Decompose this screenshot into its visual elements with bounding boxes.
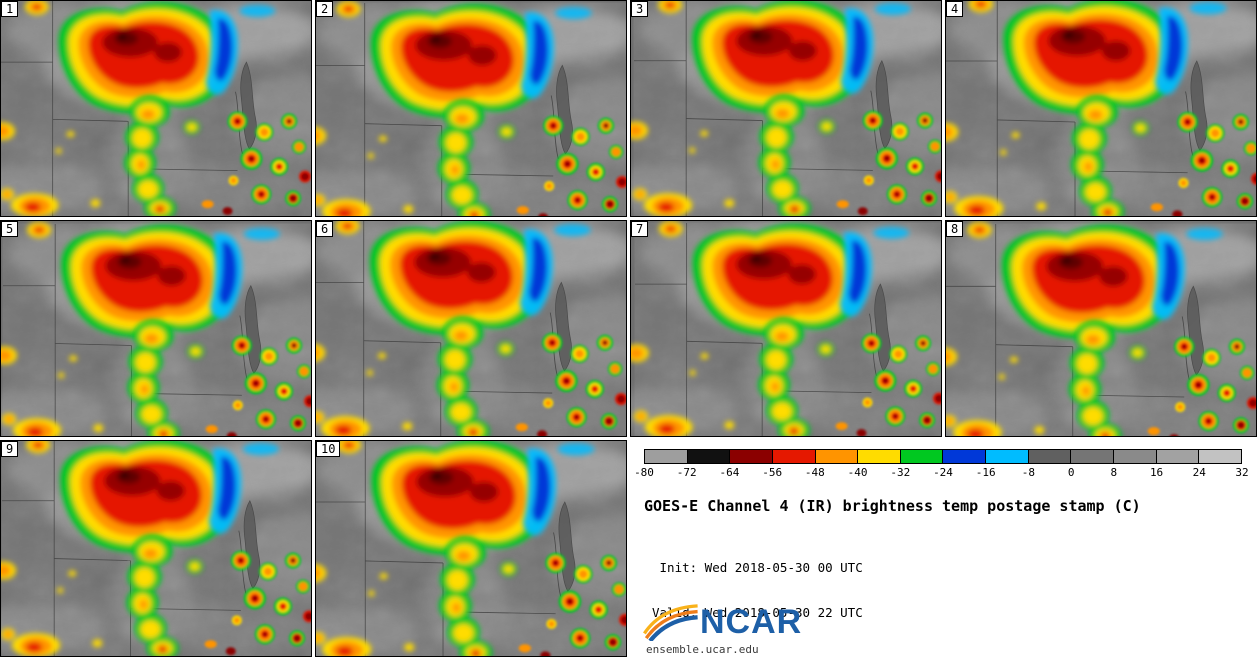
info-area: -80 -72 -64 -56 -48 -40 -32 -24 -16 -8 0 8 16 24 32 GO… [630,440,1257,657]
colorbar-segment [1155,450,1199,463]
ensemble-member-panel: 4 [945,0,1257,217]
satellite-ir-image [1,441,311,656]
colorbar-tick-label: -64 [719,466,740,479]
colorbar-tick-label: -16 [975,466,996,479]
colorbar-ticks: -80 -72 -64 -56 -48 -40 -32 -24 -16 -8 0 8 16 24 32 [634,464,1249,479]
valid-time: Valid: Wed 2018-05-30 22 UTC [652,605,863,620]
satellite-ir-image [946,221,1256,436]
colorbar-segment [1070,450,1114,463]
panel-number-label: 7 [631,221,649,237]
panel-number-label: 1 [1,1,19,17]
ensemble-member-panel: 2 [315,0,627,217]
ncar-swoosh-icon [643,604,698,641]
ensemble-member-panel: 9 [0,440,312,657]
colorbar-segment [1113,450,1156,463]
panel-number-label: 3 [631,1,649,17]
ensemble-member-panel: 6 [315,220,627,437]
colorbar-tick-label: -24 [933,466,953,479]
colorbar-tick-label: -48 [804,466,825,479]
satellite-ir-image [631,1,941,216]
colorbar-tick-label: -8 [1021,466,1036,479]
colorbar-tick-label: -72 [676,466,697,479]
colorbar-tick-label: -32 [890,466,911,479]
colorbar-tick-label: 16 [1149,466,1164,479]
logo-site-caption: ensemble.ucar.edu [646,643,759,656]
colorbar [644,449,1242,464]
colorbar-segment [857,450,900,463]
ncar-logo: NCAR [642,603,802,641]
panel-number-label: 4 [946,1,964,17]
ensemble-member-panel: 7 [630,220,942,437]
colorbar-segment [1198,450,1241,463]
satellite-ir-image [316,221,626,436]
colorbar-segment [899,450,943,463]
panel-number-label: 9 [1,441,19,457]
colorbar-segment [771,450,815,463]
satellite-ir-image [1,221,311,436]
satellite-ir-image [1,1,311,216]
colorbar-segment [729,450,772,463]
colorbar-segment [686,450,730,463]
ensemble-member-panel: 5 [0,220,312,437]
colorbar-segment [1027,450,1071,463]
colorbar-tick-label: -40 [847,466,868,479]
satellite-ir-image [316,441,626,656]
colorbar-tick-label: -56 [762,466,783,479]
colorbar-segment [814,450,858,463]
panel-number-label: 6 [316,221,334,237]
ensemble-member-panel: 3 [630,0,942,217]
ncar-logo-text: NCAR [700,603,803,641]
colorbar-tick-label: 32 [1235,466,1249,479]
ensemble-member-panel: 1 [0,0,312,217]
panel-number-label: 2 [316,1,334,17]
colorbar-segment [985,450,1028,463]
satellite-ir-image [316,1,626,216]
panel-number-label: 10 [316,441,341,457]
colorbar-segment [645,450,687,463]
colorbar-tick-label: 24 [1192,466,1206,479]
colorbar-segment [942,450,986,463]
panel-number-label: 5 [1,221,19,237]
ensemble-member-panel: 10 [315,440,627,657]
init-time: Init: Wed 2018-05-30 00 UTC [652,560,863,575]
panel-number-label: 8 [946,221,964,237]
run-times: Init: Wed 2018-05-30 00 UTC Valid: Wed 2… [652,530,1257,650]
satellite-ir-image [631,221,941,436]
colorbar-tick-label: 8 [1110,466,1118,479]
figure-title: GOES-E Channel 4 (IR) brightness temp po… [644,497,1141,515]
colorbar-tick-label: -80 [634,466,654,479]
ensemble-member-panel: 8 [945,220,1257,437]
colorbar-tick-label: 0 [1067,466,1075,479]
satellite-ir-image [946,1,1256,216]
